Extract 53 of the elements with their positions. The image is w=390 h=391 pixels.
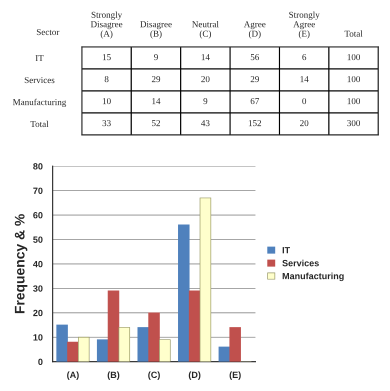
y-tick-label: 40	[33, 260, 43, 268]
y-tick-label: IT	[36, 55, 44, 62]
data-label: 9	[203, 98, 208, 104]
y-tick-label: 30	[33, 285, 43, 292]
y-tick-label: 20	[33, 310, 43, 316]
y-axis-title: Frequency & %	[14, 214, 28, 314]
data-label: 10	[102, 98, 111, 104]
data-label: 29	[250, 76, 259, 82]
data-label: 43	[201, 120, 210, 126]
y-tick-label: 50	[33, 236, 43, 243]
y-tick-label: 70	[33, 188, 43, 194]
data-label: 0	[302, 98, 306, 104]
x-tick-label: Strongly Disagree (A)	[90, 11, 122, 39]
data-label: 67	[250, 98, 260, 104]
x-tick-label: (D)	[188, 371, 200, 380]
y-tick-label: Total	[30, 120, 49, 128]
data-label: 14	[300, 76, 309, 82]
data-label: 56	[250, 54, 260, 60]
data-label: 100	[348, 98, 360, 104]
data-label: 9	[154, 54, 158, 60]
x-tick-label: Strongly Agree (E)	[289, 11, 320, 39]
data-label: 6	[302, 54, 306, 60]
data-label: 15	[102, 54, 111, 60]
x-tick-label: Agree (D)	[244, 21, 266, 39]
data-label: 52	[152, 120, 160, 126]
data-label: 33	[102, 120, 111, 126]
data-label: 300	[347, 120, 360, 126]
data-label: 100	[348, 76, 360, 82]
data-label: 29	[152, 76, 160, 82]
x-tick-label: (B)	[108, 371, 120, 380]
data-label: 20	[300, 120, 308, 126]
y-tick-label: 60	[33, 212, 43, 218]
data-label: 20	[201, 76, 210, 82]
data-label: 100	[348, 54, 360, 60]
data-label: 8	[104, 76, 109, 82]
y-tick-label: 0	[38, 358, 43, 366]
x-tick-label: Neutral (C)	[192, 20, 219, 39]
legend-label: Services	[282, 260, 319, 266]
data-label: 152	[248, 120, 262, 126]
legend-label: IT	[282, 247, 290, 254]
data-label: 14	[152, 98, 160, 104]
legend-label: Manufacturing	[282, 272, 344, 282]
x-tick-label: (A)	[67, 371, 79, 380]
x-tick-label: (C)	[148, 371, 160, 380]
data-label: 14	[202, 54, 210, 60]
x-tick-label: Disagree (B)	[140, 21, 172, 39]
y-tick-label: Services	[24, 77, 54, 84]
text: Sector	[36, 29, 60, 36]
x-tick-label: (E)	[230, 371, 241, 380]
x-tick-label: Total	[344, 30, 363, 37]
y-tick-label: 10	[33, 334, 43, 341]
y-tick-label: 80	[33, 163, 43, 170]
y-tick-label: Manufacturing	[12, 98, 66, 108]
